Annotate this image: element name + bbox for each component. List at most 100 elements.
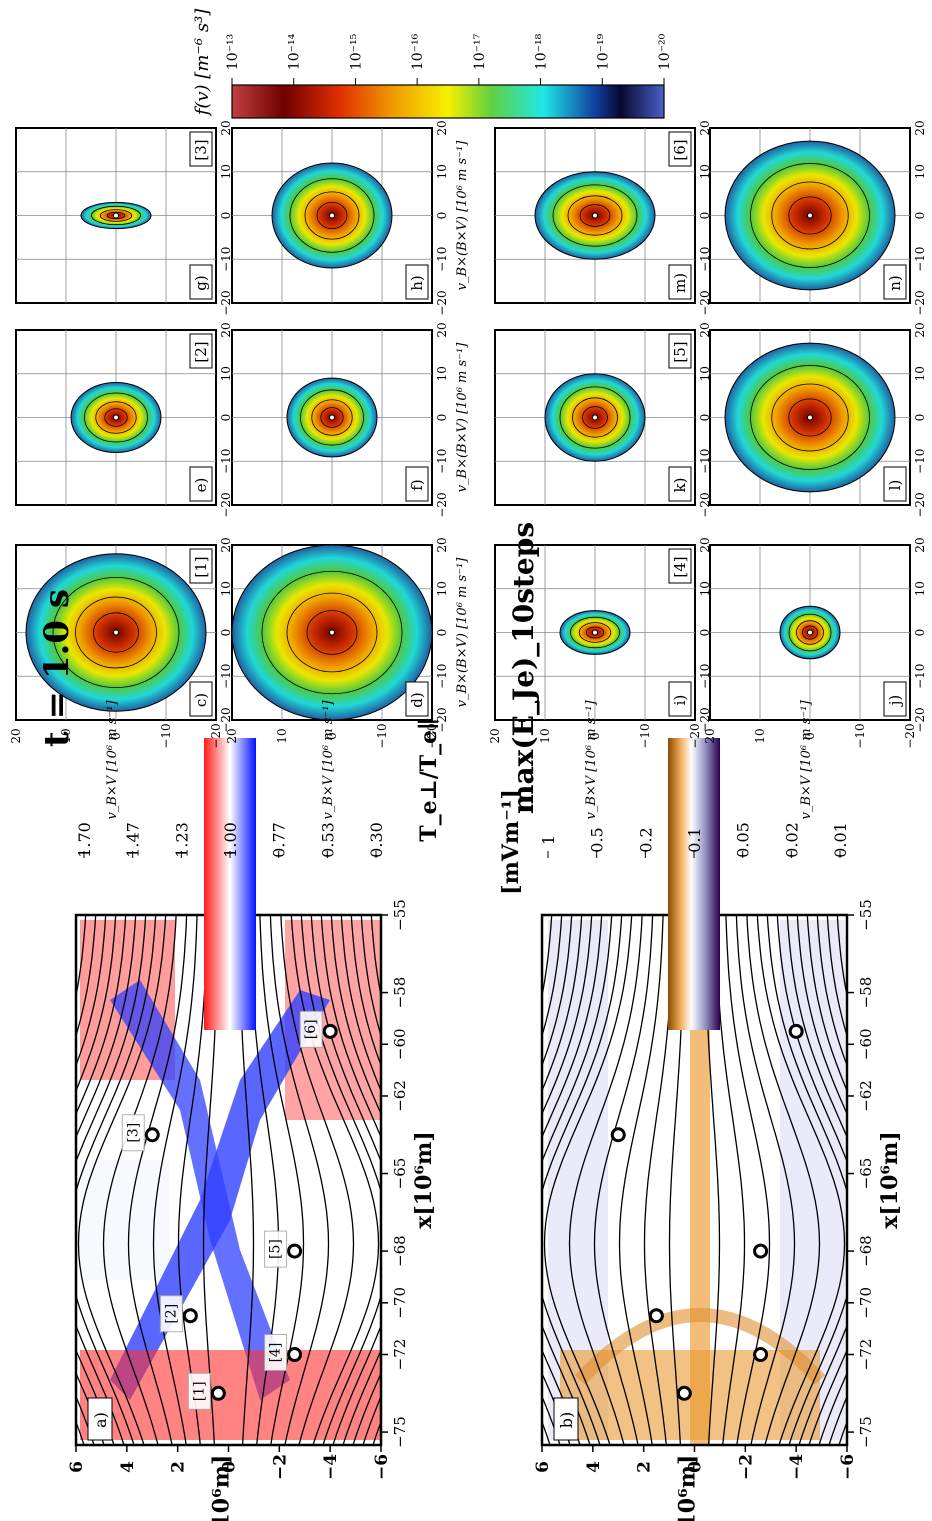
vdf-vtick-label: 10 [59,728,73,743]
vdf-contour [570,616,620,649]
colorbar-a [204,738,256,1030]
vdf-center [329,414,335,421]
vdf-htick-label: −10 [219,449,233,474]
vdf-contour [75,596,157,669]
colorbar-b-tick-label: 0.5 [588,827,607,852]
vdf-contour [286,592,378,673]
field-line [269,915,330,1445]
marker-label: [1] [191,1381,207,1401]
vdf-ylabel: v_B×V [10⁶ m s⁻¹] [105,700,120,820]
vdf-contour [579,204,611,227]
field-line [290,915,380,1445]
marker-label: [2] [163,1304,179,1324]
marker-label-box [264,1230,288,1268]
vdf-contour [771,181,849,250]
vdf-contour [585,626,605,639]
vdf-vtick-label: −10 [159,723,173,748]
vdf-panel-f: f) −20 −10 0 10 20 v_B×(B×V) [10⁶ m s⁻¹] [231,322,470,518]
vdf-contour [93,612,139,653]
vdf-vtick-label: −20 [209,723,223,748]
panel-a-ytick-label: 2 [169,1461,189,1473]
vdf-vtick-label: −20 [903,723,917,748]
field-line [77,915,167,1445]
vdf-htick-label: −10 [698,664,712,689]
vdf-letter: n) [886,275,904,291]
vdf-number: [3] [192,139,210,160]
vdf-htick-label: 20 [913,322,927,337]
colorbar-b-tick-label: 0.1 [685,827,704,852]
panel-b-xtick-label: −58 [857,977,875,1009]
colorbar-a-tick-label: 0.77 [270,822,289,858]
vdf-htick-label: 10 [219,581,233,596]
panel-a-ytick-label: −4 [321,1454,341,1480]
colorbar-fv [231,84,665,119]
vdf-contour [750,365,870,470]
vdf-contour [771,383,849,452]
vdf-htick-label: −20 [913,290,927,315]
vdf-ylabel: v_B×V [10⁶ m s⁻¹] [321,700,336,820]
vdf-htick-label: 20 [219,120,233,135]
panel-a-ytick-label: −6 [372,1454,392,1480]
colorbar-a-tick-label: 1.23 [172,822,191,858]
vdf-panel-h: h) −20 −10 0 10 20 v_B×(B×V) [10⁶ m s⁻¹] [231,120,470,316]
marker-point [210,1385,226,1401]
vdf-vtick-label: 0 [109,732,123,740]
field-line [310,915,381,1445]
vdf-htick-label: 10 [435,164,449,179]
vdf-contour [802,625,818,640]
vdf-number: [6] [671,139,689,160]
vdf-contour [788,196,832,235]
marker-label: [5] [268,1239,284,1259]
vdf-htick-label: 20 [435,322,449,337]
panel-b: −75 −72 −70 −68 −65 −62 −60 −58 −55 6 4 2 0 −2 −4 −6 x[1… [533,899,903,1521]
colorbar-a-ticks: 1.70 1.47 1.23 1.00 0.77 0.53 0.30 [75,822,386,858]
vdf-contour [796,620,824,645]
panel-b-ytick-label: 4 [584,1461,604,1473]
field-line [76,915,147,1445]
vdf-htick-label: 10 [219,366,233,381]
vdf-htick-label: 0 [219,212,233,220]
vdf-htick-label: −20 [435,290,449,315]
vdf-htick-label: 20 [698,537,712,552]
panel-b-xtick-label: −72 [857,1339,875,1371]
vdf-letter-box [189,681,213,717]
field-line [76,915,87,999]
vdf-vtick-label: 0 [325,732,339,740]
vdf-contour [84,392,148,443]
vdf-htick-label: 0 [913,629,927,637]
vdf-number-box [189,131,213,167]
vdf-htick-label: 0 [698,414,712,422]
vdf-contour [91,205,141,226]
vdf-ylabel: v_B×V [10⁶ m s⁻¹] [584,700,599,820]
field-line [593,915,654,1445]
colorbar-fv-label: f(v) [m⁻⁶ s³] [192,8,213,118]
vdf-vtick-label: 20 [9,728,23,743]
vdf-number-box [668,548,692,584]
field-line [796,915,847,1445]
panel-a-xtick-label: −60 [391,1028,409,1060]
colorbar-b-tick-label: 0.01 [831,822,850,858]
marker-point [182,1308,198,1324]
vdf-htick-label: 0 [435,629,449,637]
vdf-vtick-label: −10 [375,723,389,748]
colorbar-b [668,738,720,1030]
panel-a-xtick-label: −65 [391,1158,409,1190]
colorbar-fv-tick-label: 10⁻¹⁹ [595,33,611,70]
colorbar-a-tick-label: 0.30 [367,822,386,858]
colorbar-fv-tick-label: 10⁻¹⁶ [410,33,426,70]
panel-b-letter-text: b) [557,1412,576,1428]
field-line [76,915,97,1038]
vdf-center [807,212,813,219]
vdf-htick-label: −20 [435,707,449,732]
colorbar-b-tick-label: 0.02 [782,822,801,858]
vdf-number-box [189,333,213,369]
vdf-htick-label: −20 [913,492,927,517]
panel-b-xtick-label: −70 [857,1287,875,1319]
panel-a-ytick-label: 6 [67,1461,87,1473]
panel-b-xtick-label: −60 [857,1028,875,1060]
field-line [76,915,117,1445]
